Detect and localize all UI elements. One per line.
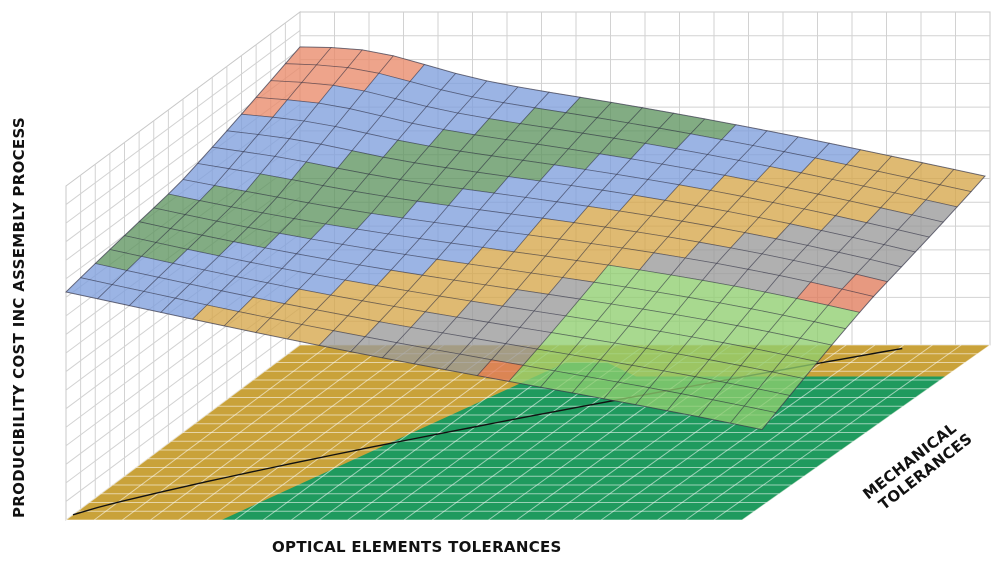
surface-outline xyxy=(64,46,986,431)
left-wall-gridline xyxy=(65,30,301,205)
left-wall-gridline xyxy=(65,307,301,484)
cost-surface xyxy=(64,46,986,431)
left-wall-gridline xyxy=(65,48,301,224)
x-axis-label: OPTICAL ELEMENTS TOLERANCES xyxy=(272,538,562,556)
y-axis-label: MECHANICAL TOLERANCES xyxy=(859,419,975,514)
left-wall-gridline xyxy=(65,326,301,502)
z-axis-label: PRODUCIBILITY COST INC ASSEMBLY PROCESS xyxy=(10,117,28,518)
